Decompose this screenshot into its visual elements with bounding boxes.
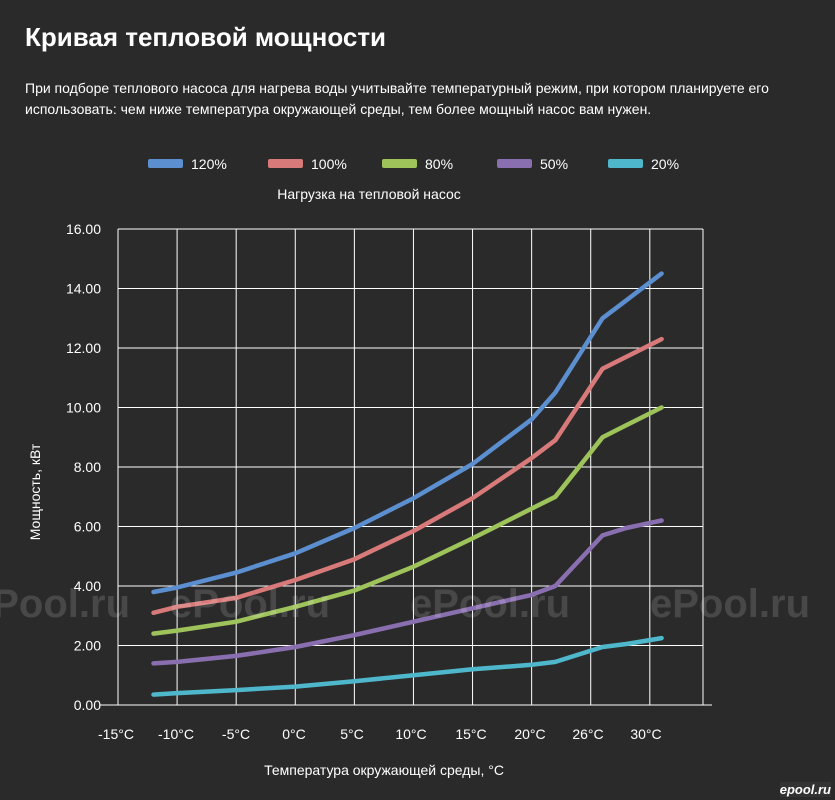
x-tick-label: 30°C <box>630 726 661 742</box>
x-tick-label: 10°C <box>395 726 426 742</box>
page-title: Кривая тепловой мощности <box>25 22 387 52</box>
legend-label: 80% <box>425 156 453 172</box>
series-line-50pct <box>151 518 664 666</box>
x-tick-label: -15°C <box>98 726 134 742</box>
series-line-80pct <box>151 405 664 636</box>
legend-swatch <box>382 159 417 168</box>
corner-logo: epool.ru <box>779 782 831 797</box>
x-axis-label: Температура окружающей среды, °C <box>264 762 504 778</box>
legend-item[interactable]: 120% <box>148 156 227 172</box>
y-tick-label: 12.00 <box>66 340 101 356</box>
series-line-20pct <box>151 635 664 697</box>
y-tick-label: 2.00 <box>74 638 101 654</box>
legend-swatch <box>497 159 532 168</box>
x-axis-ticks: -15°C -10°C -5°C 0°C 5°C 10°C 15°C 20°C 26°C 30°C <box>98 726 662 742</box>
y-tick-label: 6.00 <box>74 519 101 535</box>
y-tick-label: 4.00 <box>74 578 101 594</box>
legend-label: 50% <box>540 156 568 172</box>
legend-label: 120% <box>191 156 227 172</box>
legend-label: 20% <box>651 156 679 172</box>
x-tick-label: 0°C <box>282 726 306 742</box>
legend-item[interactable]: 50% <box>497 156 568 172</box>
x-tick-label: 15°C <box>455 726 486 742</box>
legend-swatch <box>268 159 303 168</box>
legend-item[interactable]: 100% <box>268 156 347 172</box>
legend-item[interactable]: 80% <box>382 156 453 172</box>
legend-label: 100% <box>311 156 347 172</box>
y-tick-label: 10.00 <box>66 400 101 416</box>
series-line-100pct <box>151 336 664 616</box>
intro-text: При подборе теплового насоса для нагрева… <box>25 80 769 117</box>
series-lines <box>151 271 664 697</box>
y-tick-label: 14.00 <box>66 281 101 297</box>
legend-item[interactable]: 20% <box>608 156 679 172</box>
series-line-120pct <box>151 271 664 595</box>
x-tick-label: -5°C <box>222 726 250 742</box>
chart-title: Нагрузка на тепловой насос <box>277 186 461 202</box>
legend: 120% 100% 80% 50% 20% <box>148 156 679 172</box>
legend-swatch <box>148 159 183 168</box>
y-tick-label: 16.00 <box>66 221 101 237</box>
x-tick-label: 5°C <box>340 726 364 742</box>
y-axis-ticks: 0.00 2.00 4.00 6.00 8.00 10.00 12.00 14.00 16.00 <box>66 221 101 713</box>
y-tick-label: 8.00 <box>74 459 101 475</box>
x-tick-label: 26°C <box>572 726 603 742</box>
y-tick-label: 0.00 <box>74 697 101 713</box>
legend-swatch <box>608 159 643 168</box>
grid <box>100 228 712 706</box>
x-tick-label: 20°C <box>514 726 545 742</box>
x-tick-label: -10°C <box>158 726 194 742</box>
y-axis-label: Мощность, кВт <box>27 443 43 540</box>
